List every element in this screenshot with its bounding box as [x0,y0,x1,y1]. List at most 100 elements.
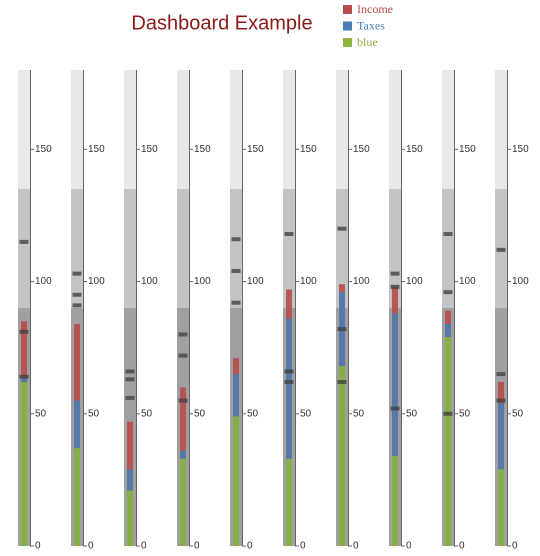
range-band [283,70,295,189]
y-tick-label: 50 [247,408,259,419]
legend-label: Taxes [357,18,385,32]
y-tick-label: 100 [512,276,529,287]
y-tick-label: 0 [247,541,253,552]
y-tick-label: 50 [141,408,153,419]
range-band [230,70,242,189]
marker [231,300,241,305]
marker [72,271,82,276]
marker [19,374,29,379]
bar [392,456,398,546]
range-band [18,70,30,189]
marker [443,231,453,236]
y-tick-label: 50 [512,408,524,419]
y-tick-label: 0 [406,541,412,552]
bar [286,318,292,546]
marker [231,268,241,273]
marker [337,226,347,231]
bar [21,382,27,546]
marker [496,247,506,252]
range-band [177,189,189,308]
y-tick-label: 100 [406,276,423,287]
y-tick-label: 100 [141,276,158,287]
y-tick-label: 50 [353,408,365,419]
y-tick-label: 150 [141,144,158,155]
legend-swatch [343,21,352,31]
y-tick-label: 100 [194,276,211,287]
range-band [442,189,454,308]
y-tick-label: 0 [35,541,41,552]
range-band [71,70,83,189]
marker [231,237,241,242]
marker [125,395,135,400]
range-band [336,189,348,308]
marker [19,239,29,244]
y-tick-label: 100 [353,276,370,287]
y-tick-label: 50 [406,408,418,419]
bar [127,490,133,546]
legend-label: blue [357,35,378,49]
y-tick-label: 0 [512,541,518,552]
marker [443,411,453,416]
marker [178,398,188,403]
y-tick-label: 100 [247,276,264,287]
range-band [336,70,348,189]
bar [286,458,292,546]
y-tick-label: 0 [194,541,200,552]
y-tick-label: 150 [300,144,317,155]
y-tick-label: 50 [194,408,206,419]
range-band [124,70,136,189]
marker [390,271,400,276]
marker [125,369,135,374]
y-tick-label: 0 [300,541,306,552]
marker [284,231,294,236]
y-tick-label: 50 [300,408,312,419]
bar [339,366,345,546]
marker [72,292,82,297]
y-tick-label: 50 [35,408,47,419]
marker [284,369,294,374]
legend-label: Income [357,2,393,16]
marker [72,303,82,308]
range-band [283,189,295,308]
y-tick-label: 150 [35,144,52,155]
marker [178,353,188,358]
range-band [495,70,507,189]
bar [180,458,186,546]
marker [390,284,400,289]
marker [443,290,453,295]
marker [496,398,506,403]
range-band [442,70,454,189]
y-tick-label: 0 [353,541,359,552]
range-band [18,189,30,308]
y-tick-label: 100 [35,276,52,287]
y-tick-label: 150 [353,144,370,155]
y-tick-label: 50 [459,408,471,419]
marker [178,332,188,337]
range-band [230,189,242,308]
y-tick-label: 150 [88,144,105,155]
y-tick-label: 100 [459,276,476,287]
marker [496,372,506,377]
y-tick-label: 0 [141,541,147,552]
y-tick-label: 50 [88,408,100,419]
range-band [71,189,83,308]
chart-title: Dashboard Example [131,12,312,34]
marker [125,377,135,382]
bar [233,416,239,546]
bar [498,469,504,546]
y-tick-label: 100 [88,276,105,287]
range-band [389,189,401,308]
y-tick-label: 150 [512,144,529,155]
y-tick-label: 0 [459,541,465,552]
marker [284,380,294,385]
y-tick-label: 100 [300,276,317,287]
range-band [124,189,136,308]
range-band [177,70,189,189]
range-band [389,70,401,189]
y-tick-label: 150 [406,144,423,155]
marker [390,406,400,411]
marker [19,329,29,334]
bar [392,313,398,546]
y-tick-label: 150 [247,144,264,155]
